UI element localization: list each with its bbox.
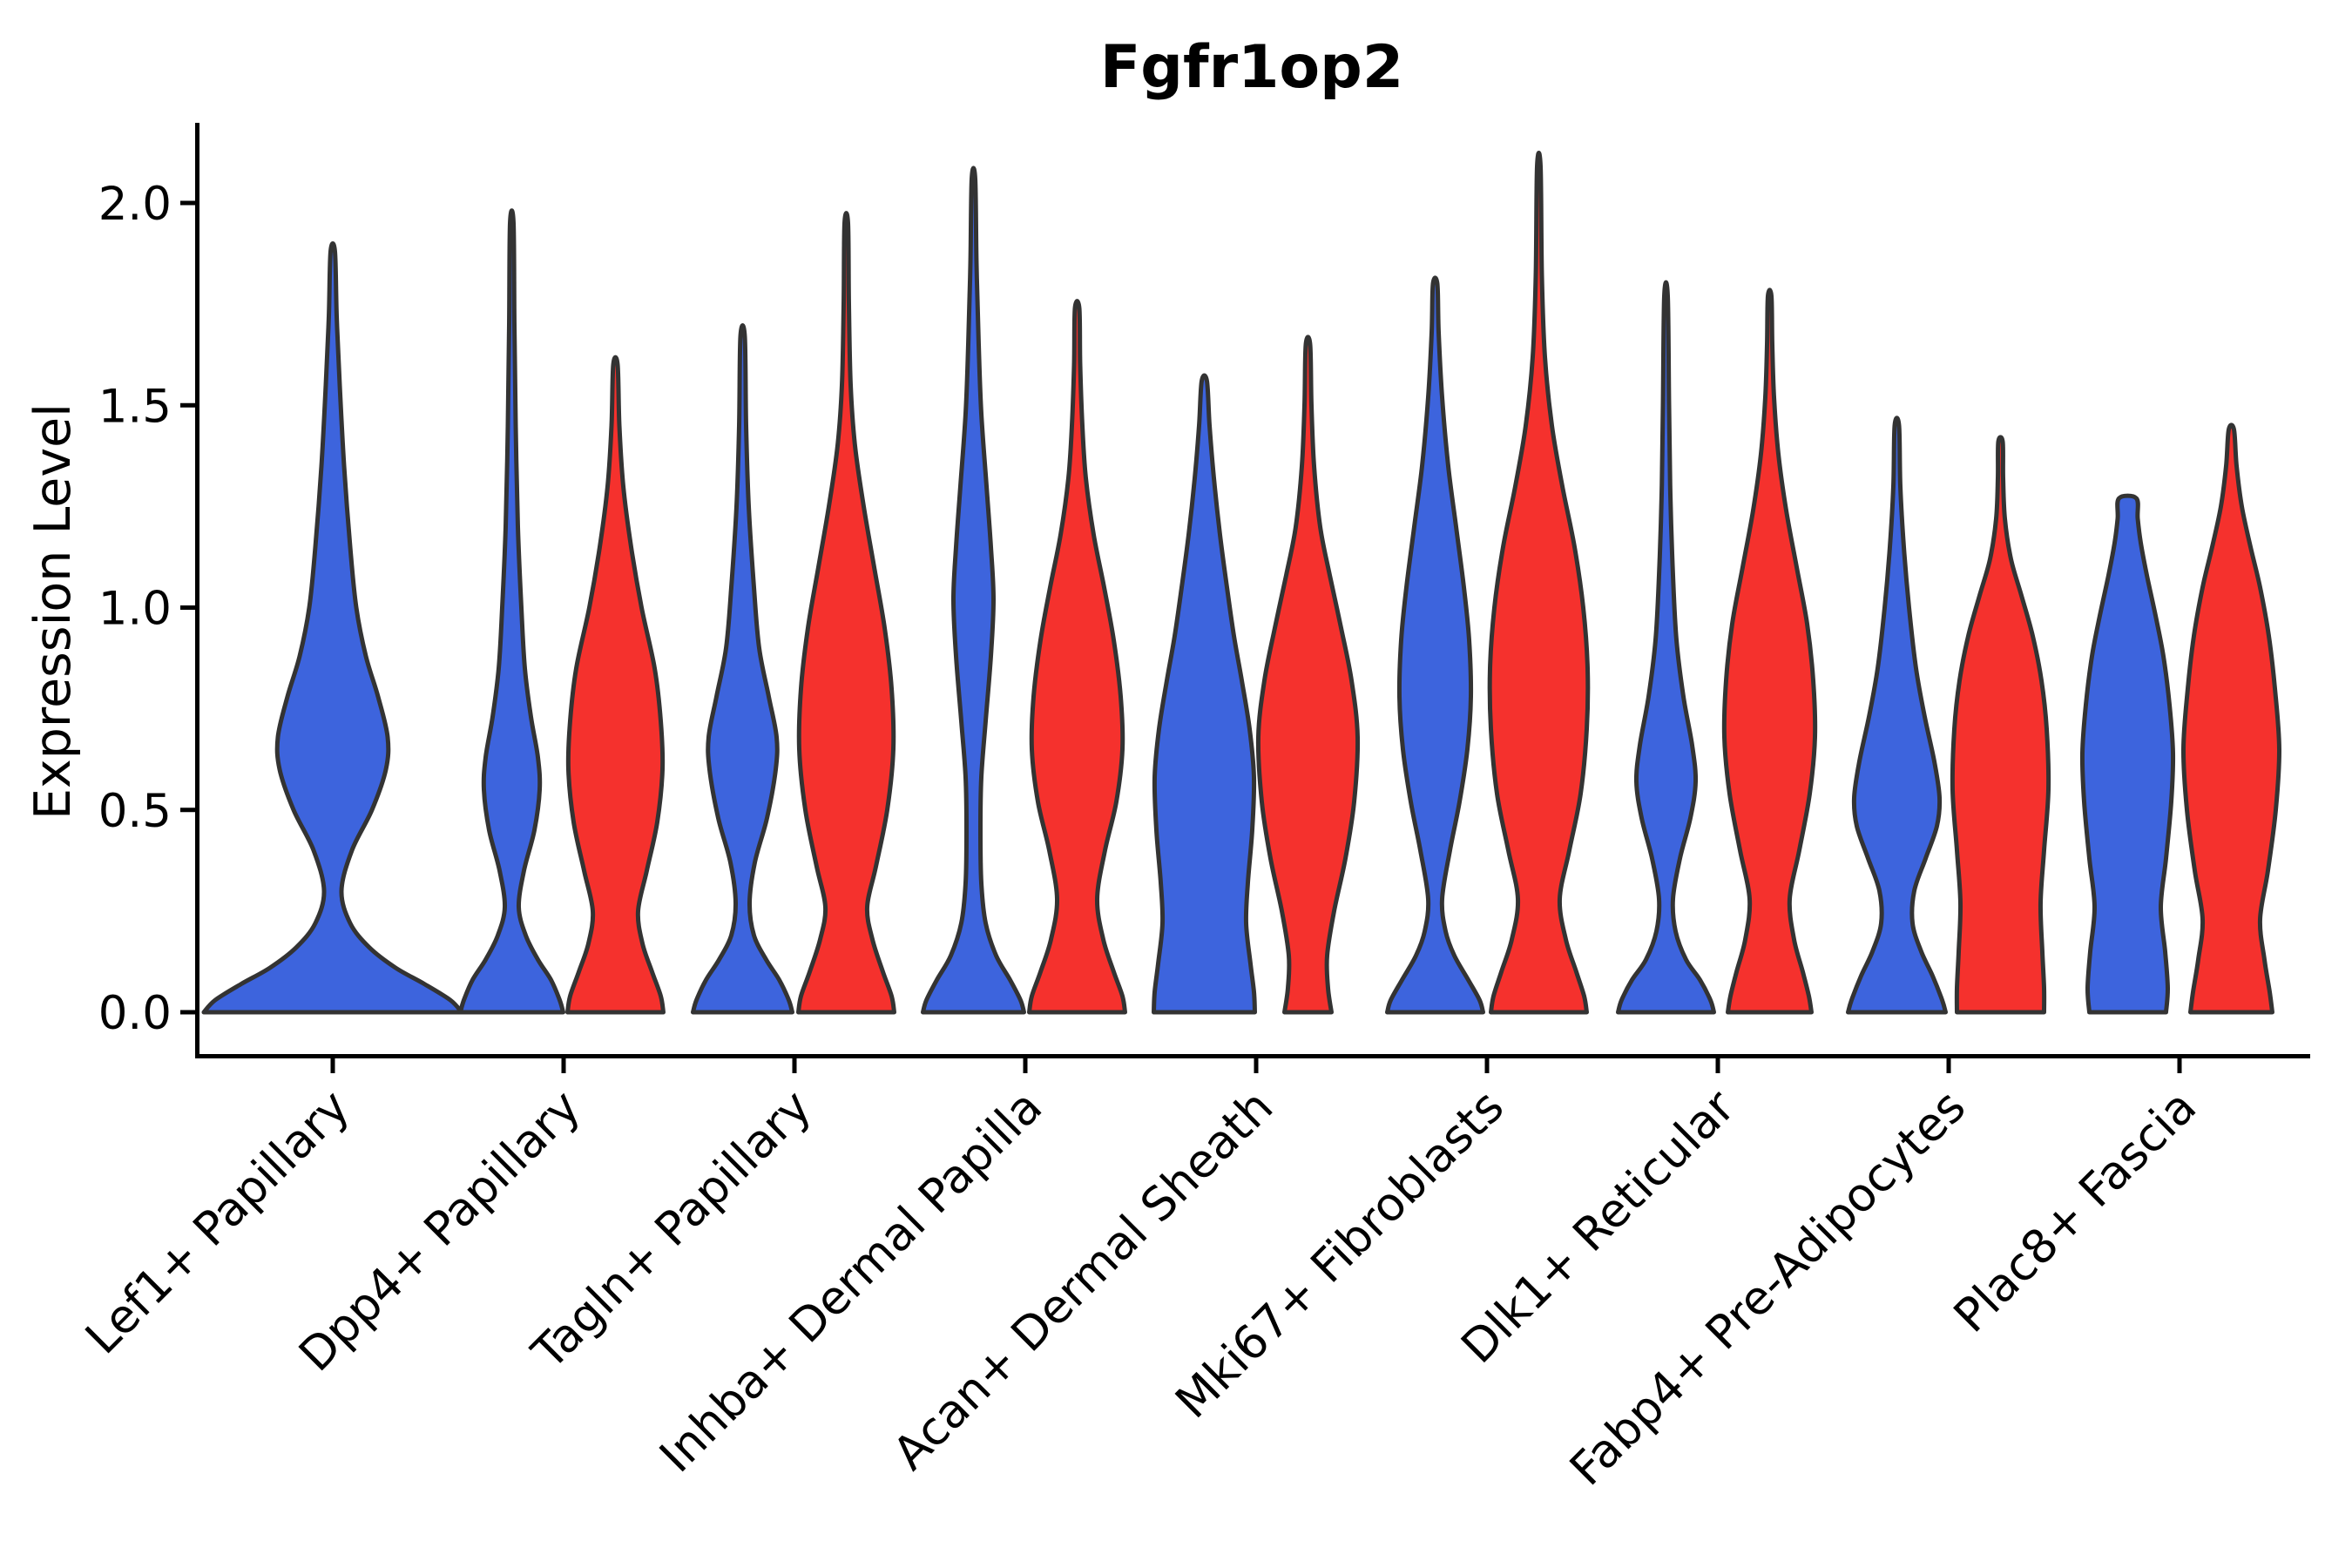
x-tick-label-plac8-fascia: Plac8+ Fascia [1944, 1080, 2207, 1342]
y-tick-label: 1.0 [98, 583, 172, 636]
violin-mki67-fibroblasts-blue [1385, 275, 1485, 1015]
chart-title: Fgfr1op2 [1100, 33, 1403, 102]
x-tick-label-inhba-dermal-papilla: Inhba+ Dermal Papilla [650, 1080, 1052, 1483]
violin-plac8-fascia-blue [2079, 493, 2176, 1015]
violin-tagln-papillary-red [796, 211, 896, 1015]
y-axis-ticks: 0.0 0.5 1.0 1.5 2.0 [98, 178, 195, 1040]
violin-tagln-papillary-blue [691, 323, 794, 1015]
y-tick-label: 0.5 [98, 785, 172, 838]
violin-inhba-dermal-papilla-red [1027, 299, 1127, 1015]
x-tick-label-fabp4-pre-adipocytes: Fabp4+ Pre-Adipocytes [1560, 1080, 1976, 1496]
violin-acan-dermal-sheath-blue [1152, 373, 1257, 1015]
violin-acan-dermal-sheath-red [1255, 335, 1361, 1015]
y-axis-label: Expression Level [24, 403, 82, 820]
violin-dlk1-reticular-blue [1616, 280, 1716, 1015]
violin-dlk1-reticular-red [1721, 287, 1818, 1015]
violin-inhba-dermal-papilla-blue [921, 166, 1026, 1015]
violin-plac8-fascia-red [2180, 422, 2282, 1015]
y-tick-label: 2.0 [98, 178, 172, 231]
violin-fabp4-pre-adipocytes-blue [1846, 416, 1948, 1015]
x-tick-label-acan-dermal-sheath: Acan+ Dermal Sheath [883, 1080, 1283, 1480]
violins-group [201, 151, 2282, 1015]
violin-fabp4-pre-adipocytes-red [1950, 435, 2051, 1015]
violin-lef1-papillary-blue [201, 240, 464, 1015]
violin-mki67-fibroblasts-red [1487, 151, 1591, 1015]
y-tick-label: 1.5 [98, 380, 172, 433]
violin-dpp4-papillary-red [565, 355, 666, 1015]
violin-dpp4-papillary-blue [458, 208, 565, 1015]
y-tick-label: 0.0 [98, 987, 172, 1040]
axes-group [195, 123, 2310, 1058]
